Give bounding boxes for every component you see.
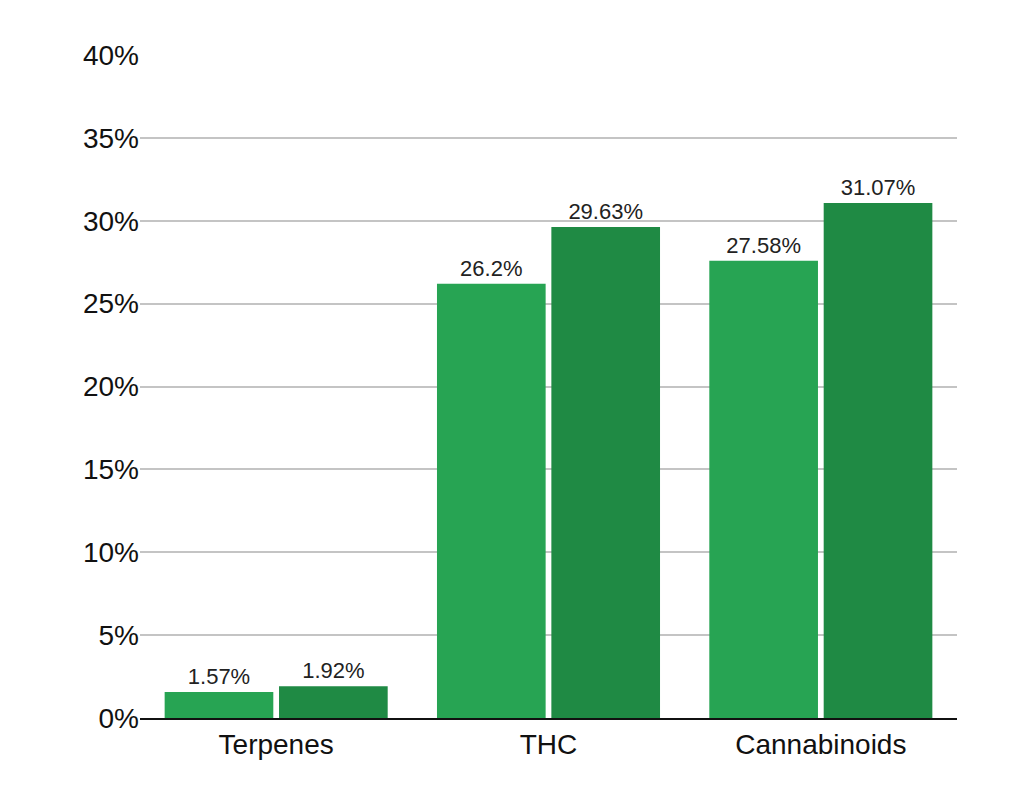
svg-text:0%: 0% [99, 703, 139, 734]
svg-text:25%: 25% [83, 288, 139, 319]
svg-text:31.07%: 31.07% [841, 175, 916, 200]
svg-text:15%: 15% [83, 454, 139, 485]
svg-text:20%: 20% [83, 371, 139, 402]
svg-text:27.58%: 27.58% [726, 233, 801, 258]
svg-text:1.57%: 1.57% [188, 664, 250, 689]
svg-text:1.92%: 1.92% [302, 658, 364, 683]
svg-text:30%: 30% [83, 206, 139, 237]
svg-text:THC: THC [520, 729, 578, 760]
svg-text:29.63%: 29.63% [568, 199, 643, 224]
svg-text:5%: 5% [99, 620, 139, 651]
svg-text:10%: 10% [83, 537, 139, 568]
svg-text:26.2%: 26.2% [460, 256, 522, 281]
svg-text:Cannabinoids: Cannabinoids [735, 729, 906, 760]
svg-text:Terpenes: Terpenes [219, 729, 334, 760]
svg-text:35%: 35% [83, 123, 139, 154]
svg-text:40%: 40% [83, 40, 139, 71]
